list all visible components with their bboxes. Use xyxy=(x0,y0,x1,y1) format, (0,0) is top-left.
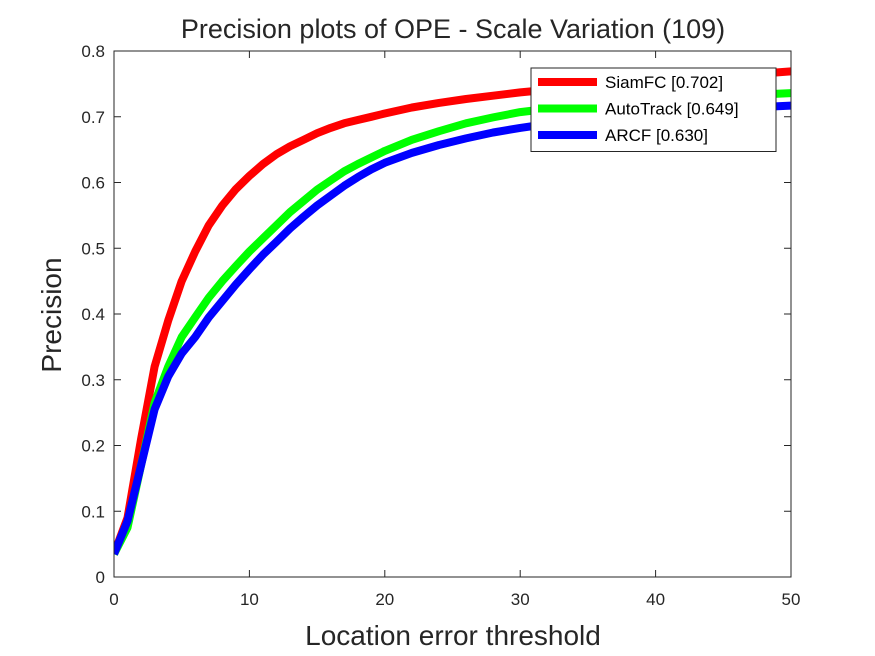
x-tick-label: 10 xyxy=(240,590,259,609)
x-axis-label: Location error threshold xyxy=(305,620,601,651)
x-tick-label: 40 xyxy=(646,590,665,609)
tick-layer: 0 10 20 30 40 50 0 0.1 0.2 0.3 0.4 0.5 0.6 0.7 0.8 xyxy=(81,42,800,609)
y-tick-label: 0 xyxy=(96,568,105,587)
y-tick-label: 0.3 xyxy=(81,371,105,390)
y-axis-label: Precision xyxy=(36,257,67,372)
chart-title: Precision plots of OPE - Scale Variation… xyxy=(181,14,725,44)
y-tick-label: 0.8 xyxy=(81,42,105,61)
legend-entry-2: ARCF [0.630] xyxy=(605,126,708,145)
y-tick-label: 0.6 xyxy=(81,174,105,193)
x-tick-label: 30 xyxy=(511,590,530,609)
y-tick-label: 0.4 xyxy=(81,305,105,324)
x-tick-label: 0 xyxy=(109,590,118,609)
y-tick-label: 0.1 xyxy=(81,502,105,521)
y-tick-label: 0.5 xyxy=(81,239,105,258)
y-tick-label: 0.7 xyxy=(81,108,105,127)
y-tick-label: 0.2 xyxy=(81,437,105,456)
x-tick-label: 50 xyxy=(782,590,801,609)
legend-entry-1: AutoTrack [0.649] xyxy=(605,100,739,119)
x-tick-label: 20 xyxy=(375,590,394,609)
legend-entry-0: SiamFC [0.702] xyxy=(605,73,723,92)
legend: SiamFC [0.702] AutoTrack [0.649] ARCF [0.6… xyxy=(530,67,777,152)
